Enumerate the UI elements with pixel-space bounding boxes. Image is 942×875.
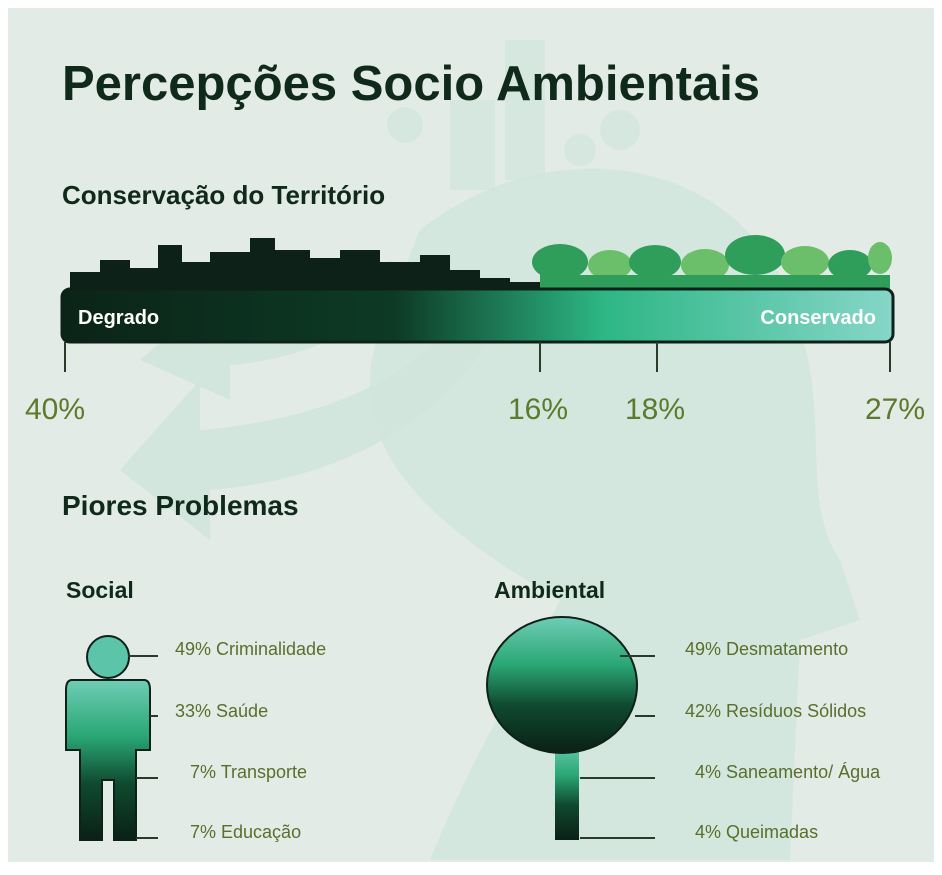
marker-label: 40% — [25, 393, 85, 426]
item-label: 49% Criminalidade — [175, 639, 326, 659]
item-label: 4% Saneamento/ Água — [695, 762, 881, 782]
item-label: 49% Desmatamento — [685, 639, 848, 659]
item-label: 33% Saúde — [175, 701, 268, 721]
bar-right-label: Conservado — [760, 307, 876, 329]
item-label: 7% Educação — [190, 822, 301, 842]
item-label: 4% Queimadas — [695, 822, 818, 842]
bar-left-label: Degrado — [78, 307, 159, 329]
marker-label: 18% — [625, 393, 685, 426]
section-title: Piores Problemas — [62, 490, 299, 521]
group-title: Ambiental — [494, 577, 605, 603]
item-label: 7% Transporte — [190, 762, 307, 782]
marker-label: 16% — [508, 393, 568, 426]
section-title: Conservação do Território — [62, 180, 385, 210]
infographic: Percepções Socio Ambientais Conservação … — [0, 0, 942, 870]
item-label: 42% Resíduos Sólidos — [685, 701, 866, 721]
marker-label: 27% — [865, 393, 925, 426]
title: Percepções Socio Ambientais — [62, 57, 760, 111]
group-title: Social — [66, 577, 134, 603]
